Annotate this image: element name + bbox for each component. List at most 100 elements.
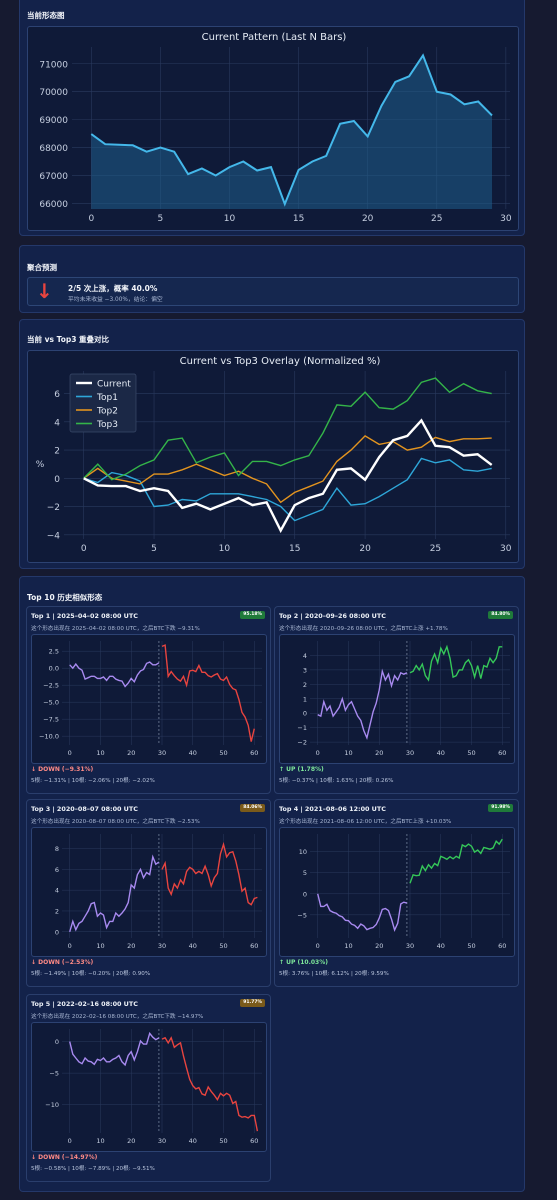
y-axis-label: %: [36, 460, 45, 470]
x-tick-label: 60: [498, 942, 506, 950]
chart-title: Current Pattern (Last N Bars): [202, 32, 347, 43]
y-tick-label: 70000: [39, 88, 68, 98]
similarity-badge: 95.18%: [240, 611, 265, 619]
y-tick-label: 6: [55, 866, 59, 874]
card-chart-svg: −10.0 −7.5 −5.0 −2.5 0.0 2.5 0 10 20 30 40 50 60: [39, 641, 262, 757]
y-tick-label: 2: [54, 447, 60, 457]
area-fill: [91, 55, 493, 209]
x-tick-label: 10: [96, 942, 104, 950]
x-tick-label: 0: [316, 942, 320, 950]
x-tick-label: 10: [344, 942, 352, 950]
y-tick-label: 2: [303, 681, 307, 689]
pattern-line: [69, 854, 160, 932]
x-tick-label: 30: [406, 749, 414, 757]
x-tick-label: 30: [500, 214, 512, 224]
y-tick-label: −10.0: [39, 733, 59, 741]
y-tick-label: −5.0: [43, 699, 59, 707]
y-tick-label: 10: [299, 848, 307, 856]
x-tick-label: 25: [431, 214, 442, 224]
pattern-line: [317, 893, 408, 933]
similarity-badge: 84.80%: [488, 611, 513, 619]
card-title: Top 3 | 2020–08–07 08:00 UTC: [31, 805, 138, 813]
overlay-chart: Current vs Top3 Overlay (Normalized %)% −…: [27, 350, 519, 563]
similar-pattern-card[interactable]: Top 1 | 2025–04–02 08:00 UTC 95.18% 这个形态出现…: [26, 606, 271, 794]
current-pattern-panel: 当前形态图 Current Pattern (Last N Bars) 66000…: [19, 0, 525, 236]
x-tick-label: 60: [250, 1137, 258, 1145]
section-title-current-pattern: 当前形态图: [27, 11, 65, 20]
x-tick-label: 10: [344, 749, 352, 757]
series-line-current: [83, 418, 493, 534]
direction-label: ↓ DOWN (−14.97%): [31, 1154, 98, 1161]
x-tick-label: 0: [68, 1137, 72, 1145]
pattern-line: [317, 668, 408, 741]
similarity-badge: 91.98%: [488, 804, 513, 812]
direction-label: ↑ UP (1.78%): [279, 766, 324, 773]
x-tick-label: 40: [189, 749, 197, 757]
x-tick-label: 20: [359, 544, 371, 554]
y-tick-label: 0: [303, 890, 307, 898]
y-tick-label: −2: [297, 739, 307, 747]
x-tick-label: 20: [375, 749, 383, 757]
x-tick-label: 30: [158, 1137, 166, 1145]
x-tick-label: 0: [68, 749, 72, 757]
similar-pattern-card[interactable]: Top 4 | 2021–08–06 12:00 UTC 91.98% 这个形态出现…: [274, 799, 519, 987]
legend-label: Top3: [96, 420, 118, 430]
x-tick-label: 60: [498, 749, 506, 757]
card-chart: 0 2 4 6 8 0 10 20 30 40 50 60: [31, 827, 267, 957]
x-tick-label: 40: [437, 749, 445, 757]
overlay-svg: Current vs Top3 Overlay (Normalized %)% −…: [36, 356, 512, 554]
card-chart: −2 −1 0 1 2 3 4 0 10 20 30 40 50 60: [279, 634, 515, 764]
future-line: [409, 644, 503, 682]
x-tick-label: 50: [467, 942, 475, 950]
similar-pattern-card[interactable]: Top 5 | 2022–02–16 08:00 UTC 91.77% 这个形态出现…: [26, 994, 271, 1182]
y-tick-label: 0: [303, 710, 307, 718]
top10-panel: Top 10 历史相似形态 Top 1 | 2025–04–02 08:00 U…: [19, 576, 525, 1192]
horizon-returns: 5根: 3.76% | 10根: 6.12% | 20根: 9.59%: [279, 971, 389, 977]
section-title-top10: Top 10 历史相似形态: [27, 593, 103, 602]
overlay-panel: 当前 vs Top3 重叠对比 Current vs Top3 Overlay …: [19, 319, 525, 569]
card-chart: −5 0 5 10 0 10 20 30 40 50 60: [279, 827, 515, 957]
card-description: 这个形态出现在 2022–02–16 08:00 UTC，之后BTC下跌 −14…: [31, 1014, 204, 1020]
x-tick-label: 20: [375, 942, 383, 950]
x-tick-label: 0: [316, 749, 320, 757]
y-tick-label: 66000: [39, 200, 68, 210]
card-title: Top 2 | 2020–09–26 08:00 UTC: [279, 612, 386, 620]
horizon-returns: 5根: −1.31% | 10根: −2.06% | 20根: −2.02%: [31, 778, 155, 784]
x-tick-label: 20: [127, 749, 135, 757]
y-tick-label: 5: [303, 869, 307, 877]
y-tick-label: −2.5: [43, 682, 59, 690]
x-tick-label: 40: [189, 942, 197, 950]
x-tick-label: 30: [158, 942, 166, 950]
x-tick-label: 20: [362, 214, 374, 224]
series-line-top3: [83, 377, 492, 481]
x-tick-label: 10: [219, 544, 231, 554]
card-title: Top 1 | 2025–04–02 08:00 UTC: [31, 612, 138, 620]
future-line: [161, 1036, 259, 1132]
card-title: Top 5 | 2022–02–16 08:00 UTC: [31, 1000, 138, 1008]
card-chart-svg: −5 0 5 10 0 10 20 30 40 50 60: [297, 834, 510, 950]
x-tick-label: 0: [88, 214, 94, 224]
legend-label: Current: [97, 380, 131, 390]
y-tick-label: −10: [45, 1101, 59, 1109]
pattern-line: [69, 1031, 160, 1067]
y-tick-label: 4: [54, 418, 60, 428]
x-tick-label: 20: [127, 942, 135, 950]
card-description: 这个形态出现在 2020–09–26 08:00 UTC，之后BTC上涨 +1.…: [279, 626, 448, 632]
card-chart: −10.0 −7.5 −5.0 −2.5 0.0 2.5 0 10 20 30 40 50 60: [31, 634, 267, 764]
x-tick-label: 50: [219, 1137, 227, 1145]
card-chart-svg: 0 2 4 6 8 0 10 20 30 40 50 60: [55, 834, 262, 950]
aggregate-headline: 2/5 次上涨，概率 40.0%: [68, 284, 158, 293]
y-tick-label: 71000: [39, 60, 68, 70]
down-arrow-icon: ↓: [36, 279, 53, 303]
x-tick-label: 5: [151, 544, 157, 554]
x-tick-label: 0: [68, 942, 72, 950]
x-tick-label: 5: [158, 214, 164, 224]
section-title-overlay: 当前 vs Top3 重叠对比: [27, 335, 110, 344]
similar-pattern-card[interactable]: Top 3 | 2020–08–07 08:00 UTC 84.06% 这个形态出现…: [26, 799, 271, 987]
y-tick-label: 4: [303, 652, 307, 660]
aggregate-panel: 聚合预测 ↓ 2/5 次上涨，概率 40.0% 平均未来收益 −3.00%，结论…: [19, 245, 525, 313]
y-tick-label: −5: [49, 1070, 59, 1078]
aggregate-detail: 平均未来收益 −3.00%，结论：偏空: [68, 297, 163, 303]
similar-pattern-card[interactable]: Top 2 | 2020–09–26 08:00 UTC 84.80% 这个形态出现…: [274, 606, 519, 794]
